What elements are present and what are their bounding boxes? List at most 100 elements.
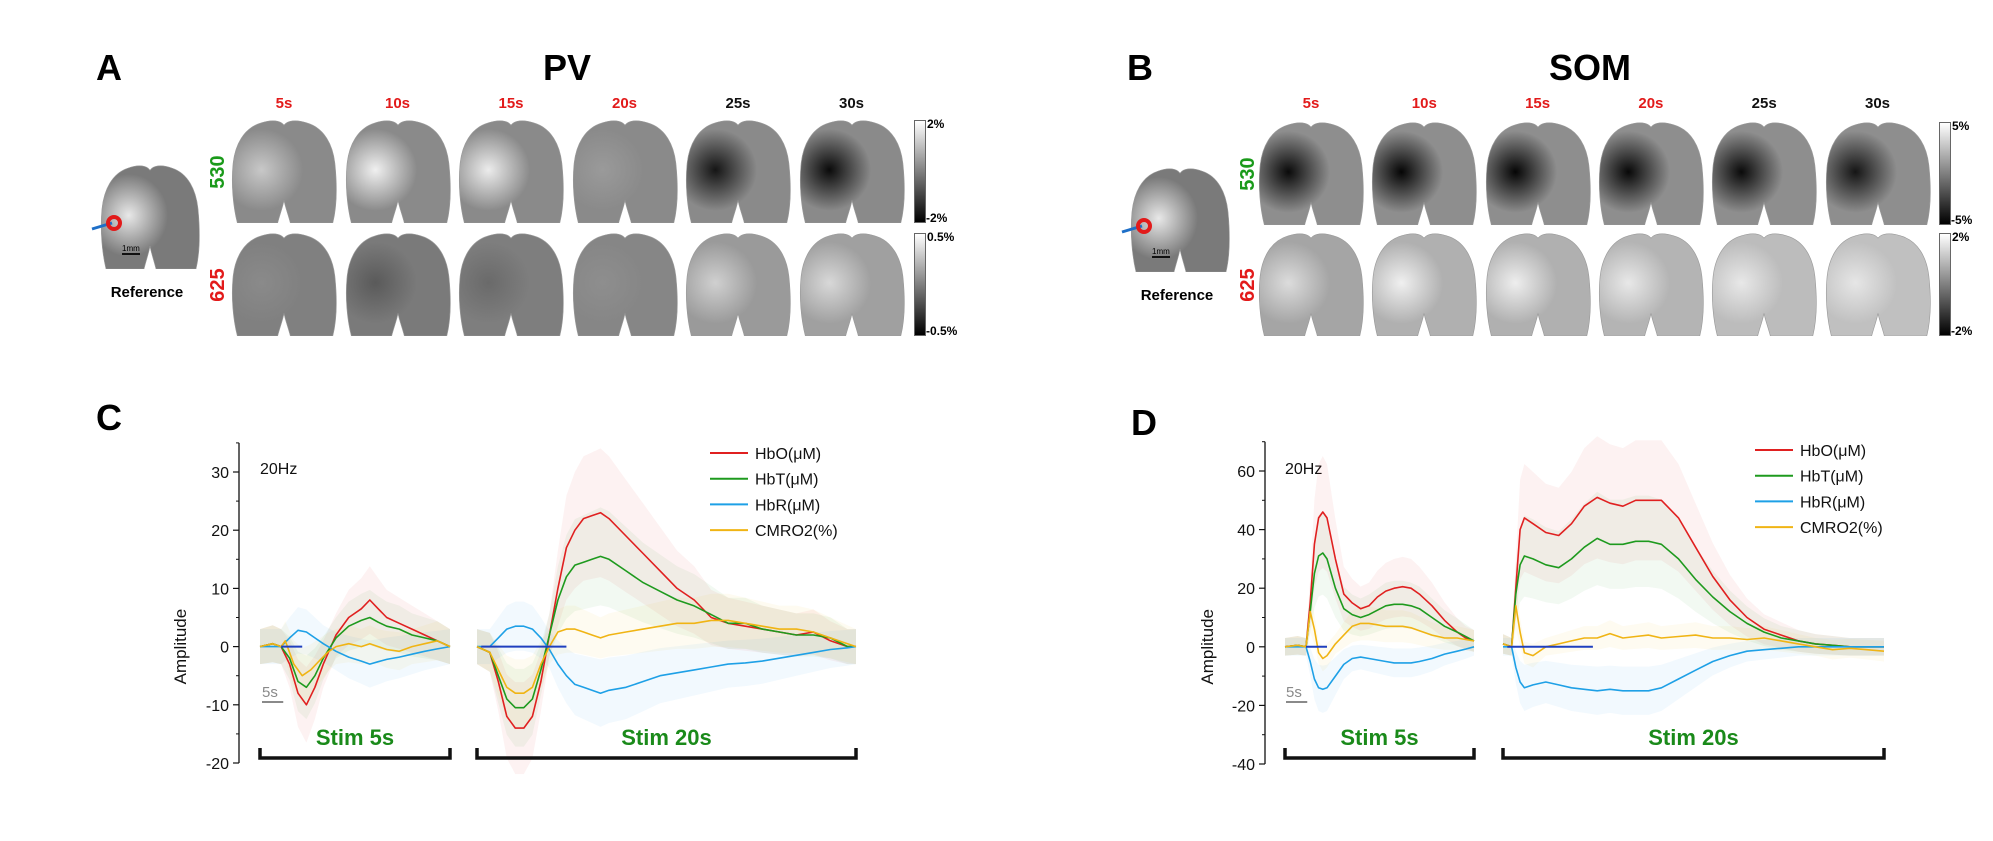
colorbar-max-label: 2% <box>927 117 945 131</box>
y-tick-label: -40 <box>1232 757 1255 774</box>
y-tick-label: 40 <box>1237 523 1255 540</box>
error-band-3 <box>260 621 450 704</box>
brain-map-530-5s <box>1258 122 1364 225</box>
frequency-annotation: 20Hz <box>1285 461 1322 478</box>
chart-C: -20 -10 0 10 20 30 Amplitude 20Hz 5s Stim 5s Stim … <box>171 442 858 775</box>
y-tick-label: -10 <box>206 698 229 715</box>
brain-map-625-5s <box>1258 233 1364 336</box>
frequency-annotation: 20Hz <box>260 461 297 478</box>
error-band-3 <box>1503 582 1884 668</box>
series-line-1 <box>259 616 451 689</box>
time-label-25s: 25s <box>725 95 751 112</box>
brain-map-625-25s <box>1712 233 1817 336</box>
series-line-3 <box>1284 610 1475 660</box>
time-label-25s: 25s <box>1751 95 1777 112</box>
y-tick-label: 30 <box>211 465 229 482</box>
colorbar-max-label: 5% <box>1952 119 1970 133</box>
scale-bar-1mm: 1mm <box>1152 247 1170 258</box>
brain-map-530-25s <box>685 120 791 223</box>
y-tick-label: -20 <box>206 756 229 773</box>
series-line-0 <box>1284 511 1475 648</box>
legend-label: CMRO2(%) <box>1800 520 1883 537</box>
colorbar-max-label: 0.5% <box>927 230 955 244</box>
colorbar-530 <box>914 120 926 223</box>
time-label-20s: 20s <box>1638 95 1664 112</box>
time-label-20s: 20s <box>611 95 638 112</box>
error-band-1 <box>477 507 856 747</box>
time-label-5s: 5s <box>1302 95 1320 112</box>
segment-bracket <box>1501 748 1886 760</box>
segment-bracket <box>258 748 452 760</box>
brain-map-530-10s <box>345 120 451 223</box>
error-band-3 <box>1285 590 1474 672</box>
error-band-0 <box>1285 456 1474 656</box>
stim-label: Stim 20s <box>621 725 712 750</box>
y-axis-label: Amplitude <box>1198 609 1217 685</box>
colorbar-min-label: -2% <box>1951 324 1973 338</box>
y-axis-label: Amplitude <box>171 609 190 685</box>
error-band-0 <box>1503 436 1884 656</box>
time-label-10s: 10s <box>1411 95 1437 112</box>
brain-map-530-20s <box>1598 122 1704 225</box>
panel-letter-a: A <box>96 47 122 88</box>
brain-map-530-25s <box>1712 122 1817 225</box>
brain-map-530-30s <box>799 120 905 223</box>
colorbar-min-label: -2% <box>926 211 948 225</box>
y-tick-label: 0 <box>220 640 229 657</box>
brain-map-625-20s <box>572 233 678 336</box>
error-band-3 <box>477 593 856 727</box>
error-band-2 <box>1285 638 1474 713</box>
colorbar-min-label: -5% <box>1951 213 1973 227</box>
segment-1: Stim 20s <box>1501 436 1886 760</box>
segment-bracket <box>1283 748 1476 760</box>
time-label-15s: 15s <box>498 95 524 112</box>
error-band-2 <box>260 607 450 688</box>
y-tick-label: 60 <box>1237 464 1255 481</box>
brain-map-530-5s <box>231 120 337 223</box>
series-line-1 <box>476 555 856 709</box>
y-tick-label: 20 <box>211 523 229 540</box>
legend-label: HbO(μM) <box>755 446 821 463</box>
panel-letter-b: B <box>1127 47 1153 88</box>
brain-map-530-10s <box>1372 122 1477 225</box>
brain-map-625-30s <box>1825 233 1931 336</box>
brain-map-625-30s <box>799 233 905 336</box>
panel-a-title: PV <box>542 47 592 88</box>
reference-label: Reference <box>1140 287 1214 304</box>
series-line-3 <box>476 619 857 694</box>
series-line-3 <box>259 640 451 677</box>
brain-map-625-10s <box>1372 233 1477 336</box>
legend: HbO(μM) HbT(μM) HbR(μM) CMRO2(%) <box>1755 443 1883 537</box>
brain-map-530-15s <box>458 120 564 223</box>
legend-label: HbO(μM) <box>1800 443 1866 460</box>
segment-0: Stim 5s <box>1283 456 1476 760</box>
legend-label: HbT(μM) <box>1800 469 1863 486</box>
y-tick-label: 0 <box>1246 640 1255 657</box>
brain-map-625-5s <box>231 233 337 336</box>
reference-brain-image <box>100 165 200 269</box>
series-line-1 <box>1284 552 1475 648</box>
stimulation-site-marker <box>91 215 122 231</box>
time-scale-bar-label: 5s <box>262 684 278 701</box>
colorbar-min-label: -0.5% <box>926 324 958 338</box>
stim-label: Stim 5s <box>1340 725 1418 750</box>
time-label-10s: 10s <box>384 95 411 112</box>
time-label-5s: 5s <box>275 95 293 112</box>
legend-label: HbR(μM) <box>1800 494 1865 511</box>
segment-1: Stim 20s <box>475 448 858 775</box>
brain-map-530-30s <box>1825 122 1931 225</box>
error-band-1 <box>1503 491 1884 656</box>
colorbar-625 <box>1939 233 1951 336</box>
error-band-2 <box>477 601 856 727</box>
time-label-15s: 15s <box>1525 95 1551 112</box>
panel-b-title: SOM <box>1548 47 1632 88</box>
legend: HbO(μM) HbT(μM) HbR(μM) CMRO2(%) <box>710 446 838 540</box>
series-line-0 <box>259 599 451 706</box>
stimulation-site-marker <box>1121 218 1152 234</box>
legend-label: CMRO2(%) <box>755 523 838 540</box>
error-band-0 <box>260 566 450 743</box>
error-band-2 <box>1503 638 1884 715</box>
stim-label: Stim 20s <box>1648 725 1739 750</box>
segment-bracket <box>475 748 858 760</box>
